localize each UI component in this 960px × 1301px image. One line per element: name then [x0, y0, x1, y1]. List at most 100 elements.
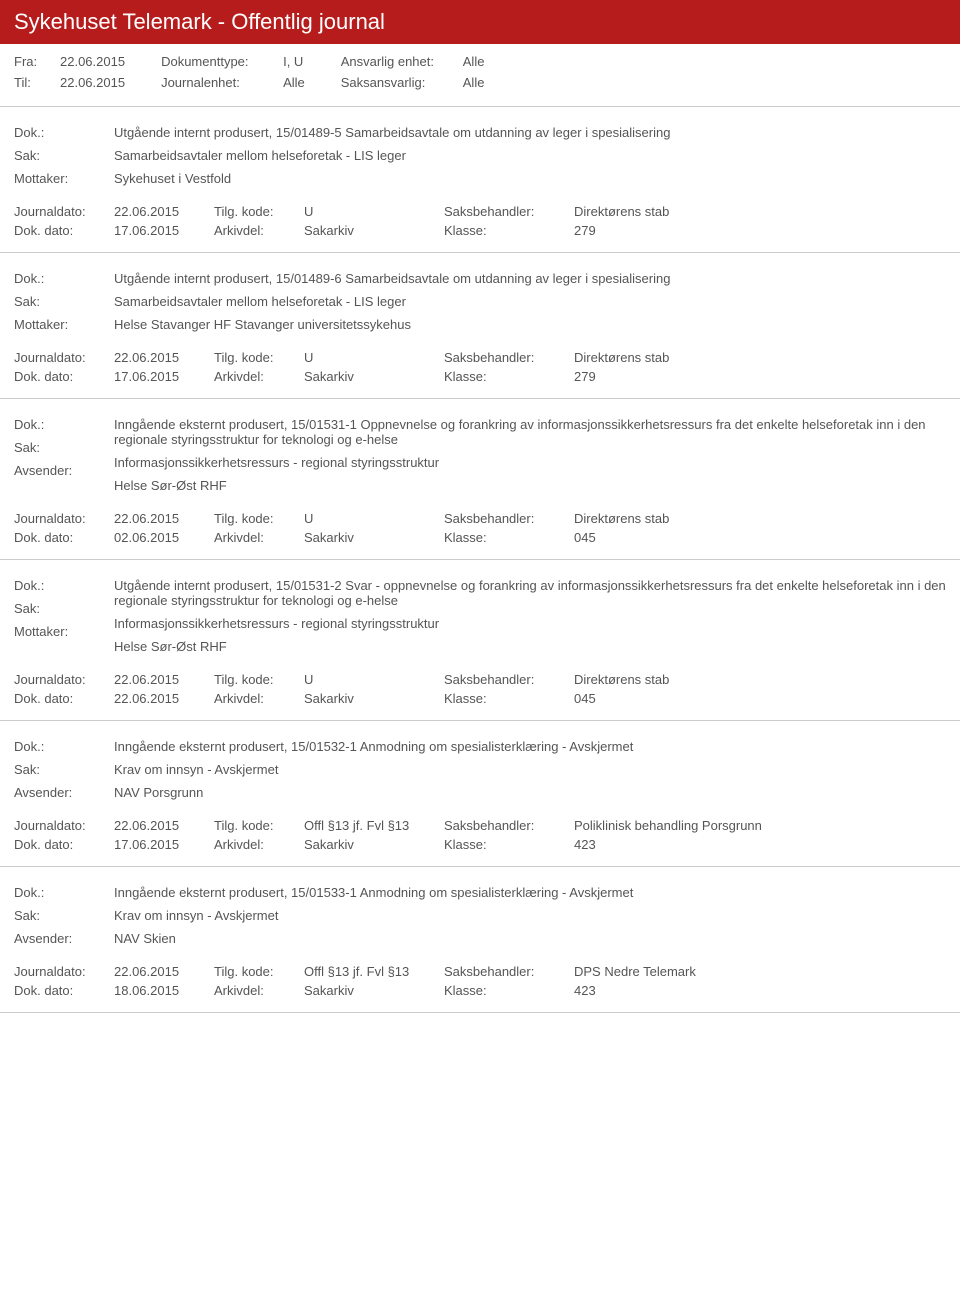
dokdato-value: 22.06.2015: [114, 691, 214, 706]
sak-value: Samarbeidsavtaler mellom helseforetak - …: [114, 294, 946, 309]
ansvarlig-label: Ansvarlig enhet:: [341, 54, 451, 69]
dok-label: Dok.:: [14, 739, 114, 754]
tilgkode-value: U: [304, 511, 444, 526]
party-value: NAV Porsgrunn: [114, 785, 946, 800]
saksbehandler-value: Direktørens stab: [574, 672, 946, 687]
klasse-label: Klasse:: [444, 837, 574, 852]
journal-entry: Dok.: Sak: Avsender: Inngående eksternt …: [0, 721, 960, 867]
doktype-value: I, U: [283, 54, 303, 69]
klasse-value: 279: [574, 223, 946, 238]
party-label: Mottaker:: [14, 624, 114, 639]
dokdato-label: Dok. dato:: [14, 837, 114, 852]
journaldato-label: Journaldato:: [14, 818, 114, 833]
dok-label: Dok.:: [14, 271, 114, 286]
tilgkode-value: U: [304, 672, 444, 687]
party-value: Helse Stavanger HF Stavanger universitet…: [114, 317, 946, 332]
arkivdel-value: Sakarkiv: [304, 223, 444, 238]
party-value: NAV Skien: [114, 931, 946, 946]
sak-label: Sak:: [14, 440, 114, 455]
tilgkode-label: Tilg. kode:: [214, 964, 304, 979]
fra-value: 22.06.2015: [60, 54, 125, 69]
klasse-value: 423: [574, 983, 946, 998]
tilgkode-label: Tilg. kode:: [214, 672, 304, 687]
saksbehandler-value: Direktørens stab: [574, 511, 946, 526]
sak-label: Sak:: [14, 762, 114, 777]
journaldato-label: Journaldato:: [14, 204, 114, 219]
journalenhet-value: Alle: [283, 75, 305, 90]
dok-value: Utgående internt produsert, 15/01531-2 S…: [114, 578, 946, 608]
klasse-value: 045: [574, 691, 946, 706]
arkivdel-value: Sakarkiv: [304, 691, 444, 706]
dokdato-value: 17.06.2015: [114, 369, 214, 384]
tilgkode-label: Tilg. kode:: [214, 818, 304, 833]
filter-type-unit: Dokumenttype: I, U Journalenhet: Alle: [161, 54, 305, 90]
dokdato-value: 17.06.2015: [114, 223, 214, 238]
dok-value: Inngående eksternt produsert, 15/01531-1…: [114, 417, 946, 447]
arkivdel-value: Sakarkiv: [304, 530, 444, 545]
tilgkode-label: Tilg. kode:: [214, 511, 304, 526]
dokdato-label: Dok. dato:: [14, 983, 114, 998]
dok-value: Inngående eksternt produsert, 15/01532-1…: [114, 739, 946, 754]
dokdato-label: Dok. dato:: [14, 530, 114, 545]
page-title: Sykehuset Telemark - Offentlig journal: [14, 9, 385, 34]
dokdato-value: 17.06.2015: [114, 837, 214, 852]
party-label: Avsender:: [14, 463, 114, 478]
tilgkode-value: U: [304, 204, 444, 219]
dok-label: Dok.:: [14, 885, 114, 900]
page-header: Sykehuset Telemark - Offentlig journal: [0, 0, 960, 44]
journal-entry: Dok.: Sak: Mottaker: Utgående internt pr…: [0, 107, 960, 253]
klasse-label: Klasse:: [444, 369, 574, 384]
saksbehandler-label: Saksbehandler:: [444, 672, 574, 687]
sak-value: Samarbeidsavtaler mellom helseforetak - …: [114, 148, 946, 163]
journaldato-label: Journaldato:: [14, 964, 114, 979]
arkivdel-label: Arkivdel:: [214, 369, 304, 384]
journaldato-value: 22.06.2015: [114, 350, 214, 365]
journaldato-value: 22.06.2015: [114, 818, 214, 833]
party-value: Helse Sør-Øst RHF: [114, 478, 946, 493]
arkivdel-label: Arkivdel:: [214, 223, 304, 238]
klasse-label: Klasse:: [444, 691, 574, 706]
arkivdel-label: Arkivdel:: [214, 837, 304, 852]
klasse-value: 423: [574, 837, 946, 852]
party-label: Avsender:: [14, 931, 114, 946]
journalenhet-label: Journalenhet:: [161, 75, 271, 90]
saksbehandler-value: Direktørens stab: [574, 350, 946, 365]
dokdato-label: Dok. dato:: [14, 691, 114, 706]
dokdato-label: Dok. dato:: [14, 223, 114, 238]
sak-value: Informasjonssikkerhetsressurs - regional…: [114, 455, 946, 470]
sak-value: Informasjonssikkerhetsressurs - regional…: [114, 616, 946, 631]
dok-label: Dok.:: [14, 578, 114, 593]
dok-value: Utgående internt produsert, 15/01489-6 S…: [114, 271, 946, 286]
saksbehandler-value: DPS Nedre Telemark: [574, 964, 946, 979]
party-label: Avsender:: [14, 785, 114, 800]
entries-list: Dok.: Sak: Mottaker: Utgående internt pr…: [0, 107, 960, 1013]
saksansvarlig-label: Saksansvarlig:: [341, 75, 451, 90]
saksbehandler-value: Direktørens stab: [574, 204, 946, 219]
klasse-label: Klasse:: [444, 530, 574, 545]
sak-label: Sak:: [14, 294, 114, 309]
arkivdel-label: Arkivdel:: [214, 983, 304, 998]
klasse-label: Klasse:: [444, 983, 574, 998]
til-label: Til:: [14, 75, 42, 90]
sak-label: Sak:: [14, 601, 114, 616]
fra-label: Fra:: [14, 54, 42, 69]
filter-bar: Fra: 22.06.2015 Til: 22.06.2015 Dokument…: [0, 44, 960, 107]
journaldato-label: Journaldato:: [14, 350, 114, 365]
klasse-label: Klasse:: [444, 223, 574, 238]
tilgkode-label: Tilg. kode:: [214, 204, 304, 219]
tilgkode-value: U: [304, 350, 444, 365]
party-value: Helse Sør-Øst RHF: [114, 639, 946, 654]
dok-value: Utgående internt produsert, 15/01489-5 S…: [114, 125, 946, 140]
journaldato-value: 22.06.2015: [114, 204, 214, 219]
tilgkode-value: Offl §13 jf. Fvl §13: [304, 818, 444, 833]
arkivdel-label: Arkivdel:: [214, 530, 304, 545]
dok-label: Dok.:: [14, 125, 114, 140]
arkivdel-label: Arkivdel:: [214, 691, 304, 706]
party-label: Mottaker:: [14, 317, 114, 332]
journaldato-label: Journaldato:: [14, 511, 114, 526]
saksbehandler-label: Saksbehandler:: [444, 511, 574, 526]
klasse-value: 279: [574, 369, 946, 384]
journaldato-value: 22.06.2015: [114, 672, 214, 687]
sak-value: Krav om innsyn - Avskjermet: [114, 908, 946, 923]
tilgkode-label: Tilg. kode:: [214, 350, 304, 365]
